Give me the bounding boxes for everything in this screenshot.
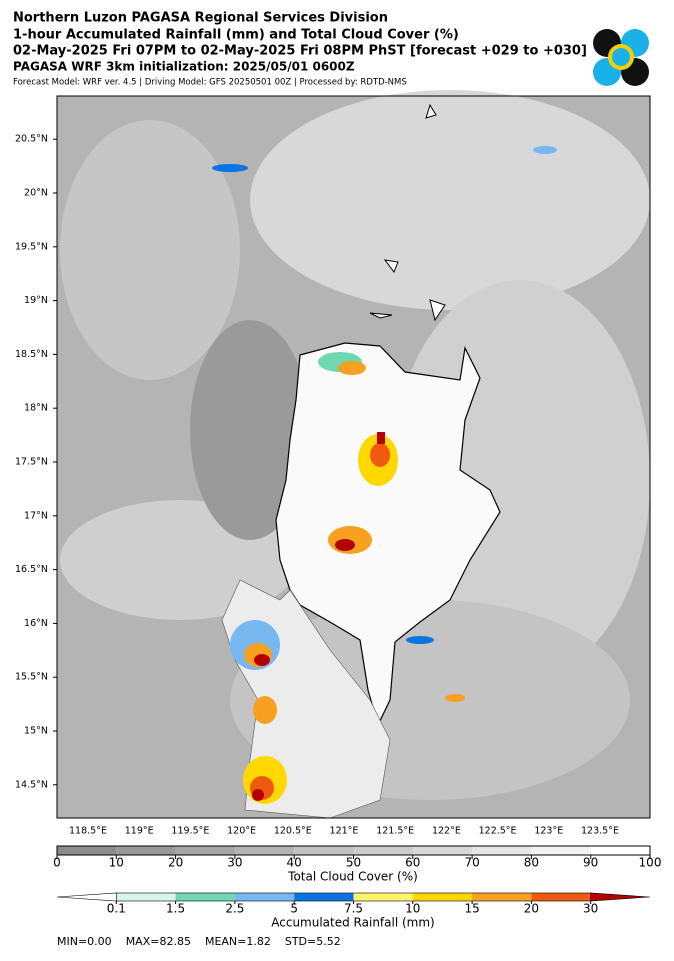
lat-label: 17°N [24, 510, 48, 521]
rain-tick-label: 0.1 [107, 902, 126, 916]
stat: MEAN=1.82 [205, 935, 271, 948]
lon-label: 121°E [330, 826, 359, 837]
header-line: 1-hour Accumulated Rainfall (mm) and Tot… [13, 28, 459, 43]
rain-bar-title: Accumulated Rainfall (mm) [271, 916, 434, 930]
cloud-swatch [353, 846, 413, 855]
lat-label: 18°N [24, 403, 48, 414]
stat: STD=5.52 [285, 935, 341, 948]
model-text: Forecast Model: WRF ver. 4.5 | Driving M… [13, 78, 407, 88]
cloud-swatch [472, 846, 532, 855]
rain-swatch [353, 893, 413, 901]
cloud-tick-label: 30 [227, 856, 242, 870]
rain-tick-label: 15 [464, 902, 479, 916]
stat: MAX=82.85 [126, 935, 191, 948]
cloud-bar-title: Total Cloud Cover (%) [287, 870, 418, 884]
lon-label: 120°E [227, 826, 256, 837]
cloud-tick-label: 60 [405, 856, 420, 870]
rain-tick-label: 10 [405, 902, 420, 916]
rain-tick-label: 2.5 [225, 902, 244, 916]
lon-label: 118.5°E [69, 826, 107, 837]
rain-swatch [412, 893, 473, 901]
lon-label: 121.5°E [376, 826, 414, 837]
lat-label: 15°N [24, 726, 48, 737]
lon-label: 119°E [125, 826, 154, 837]
lat-label: 14.5°N [15, 779, 48, 790]
lat-label: 16.5°N [15, 564, 48, 575]
rain-swatch [294, 893, 354, 901]
map [56, 90, 651, 819]
cloud-tick-label: 20 [168, 856, 183, 870]
lat-label: 19°N [24, 295, 48, 306]
cloud-swatch [57, 846, 117, 855]
cloud-tick-label: 80 [524, 856, 539, 870]
cloud-swatch [412, 846, 473, 855]
stat: MIN=0.00 [57, 935, 112, 948]
rain-tick-label: 30 [583, 902, 598, 916]
cloud-swatch [531, 846, 591, 855]
rain-over [590, 892, 651, 902]
rain-swatch [175, 893, 235, 901]
lat-label: 16°N [24, 618, 48, 629]
header-line: 02-May-2025 Fri 07PM to 02-May-2025 Fri … [13, 44, 587, 59]
cloud-swatch [590, 846, 650, 855]
init-text: PAGASA WRF 3km initialization: 2025/05/0… [13, 60, 355, 74]
rain-cell [212, 146, 557, 804]
lon-label: 122.5°E [479, 826, 517, 837]
lat-label: 15.5°N [15, 672, 48, 683]
rain-swatch [531, 893, 591, 901]
cloud-tick-label: 100 [639, 856, 662, 870]
cloud-tick-label: 70 [464, 856, 479, 870]
rain-swatch [116, 893, 176, 901]
cloud-swatch [294, 846, 354, 855]
rain-swatch [472, 893, 532, 901]
rain-swatch [234, 893, 295, 901]
lat-label: 19.5°N [15, 241, 48, 252]
lat-label: 18.5°N [15, 349, 48, 360]
header-line: Northern Luzon PAGASA Regional Services … [13, 11, 388, 26]
logo [593, 29, 649, 86]
cloud-tick-label: 10 [109, 856, 124, 870]
cloud-tick-label: 0 [53, 856, 61, 870]
rain-tick-label: 7.5 [344, 902, 363, 916]
lon-label: 119.5°E [171, 826, 209, 837]
cloud-swatch [116, 846, 176, 855]
rain-tick-label: 1.5 [166, 902, 185, 916]
cloud-tick-label: 40 [287, 856, 302, 870]
lon-label: 123.5°E [581, 826, 619, 837]
lat-label: 20.5°N [15, 134, 48, 145]
cloud-swatch [175, 846, 235, 855]
lat-label: 20°N [24, 188, 48, 199]
cloud-tick-label: 90 [583, 856, 598, 870]
lon-label: 122°E [432, 826, 461, 837]
cloud-swatch [234, 846, 295, 855]
lat-label: 17.5°N [15, 457, 48, 468]
rain-tick-label: 20 [524, 902, 539, 916]
lon-label: 123°E [534, 826, 563, 837]
rain-under [56, 892, 117, 902]
dynamic: 20.5°N 20°N 19.5°N 19°N 18.5°N 18°N 17.5°N 17°N… [15, 134, 661, 948]
cloud-tick-label: 50 [346, 856, 361, 870]
lon-label: 120.5°E [274, 826, 312, 837]
rain-tick-label: 5 [290, 902, 298, 916]
